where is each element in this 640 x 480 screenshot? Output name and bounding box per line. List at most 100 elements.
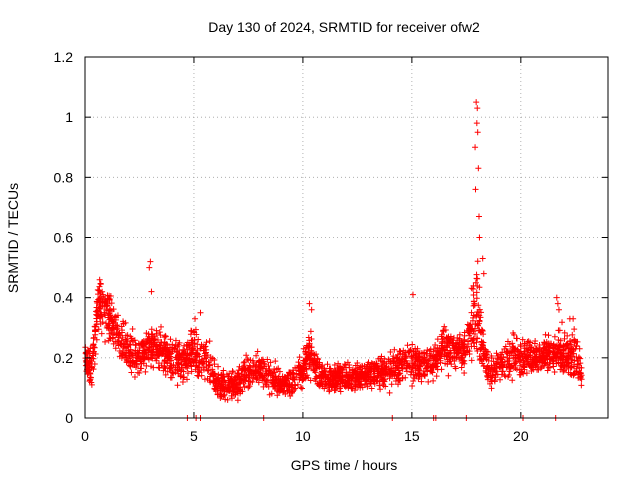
data-point [103, 303, 110, 310]
data-point [521, 350, 528, 357]
data-point [221, 391, 228, 398]
data-point [272, 358, 279, 365]
data-point [100, 293, 107, 300]
data-point [236, 387, 243, 394]
data-point [245, 384, 252, 391]
data-point-peak [308, 306, 315, 313]
data-point [468, 309, 475, 316]
data-point [560, 368, 567, 375]
data-point-peak [472, 186, 479, 193]
data-point [184, 339, 191, 346]
data-point [465, 338, 472, 345]
data-point [461, 369, 468, 376]
data-point [350, 366, 357, 373]
data-point [396, 377, 403, 384]
data-point [198, 341, 205, 348]
data-point [253, 352, 260, 359]
data-point [474, 258, 481, 265]
data-point [136, 347, 143, 354]
data-point [129, 358, 136, 365]
data-point [571, 337, 578, 344]
data-point [306, 340, 313, 347]
data-point [97, 289, 104, 296]
data-point [296, 371, 303, 378]
data-point [379, 363, 386, 370]
data-point [477, 314, 484, 321]
data-point [234, 397, 241, 404]
data-point [373, 377, 380, 384]
data-point [416, 353, 423, 360]
data-point [303, 350, 310, 357]
data-point [365, 365, 372, 372]
data-point [402, 374, 409, 381]
data-point [449, 355, 456, 362]
data-point [505, 361, 512, 368]
data-point [175, 360, 182, 367]
data-point [131, 374, 138, 381]
data-point [434, 360, 441, 367]
y-tick-label: 0.8 [54, 169, 74, 185]
data-point [494, 353, 501, 359]
data-point [98, 330, 105, 337]
data-point [246, 383, 253, 390]
data-point [142, 368, 149, 375]
data-point [430, 377, 437, 384]
data-point-peak [473, 120, 480, 127]
data-point [460, 345, 467, 352]
data-point [334, 372, 341, 379]
data-point [123, 356, 130, 363]
data-point [388, 381, 395, 388]
data-point [88, 355, 95, 362]
y-tick-label: 1.2 [54, 49, 74, 65]
data-point [168, 357, 175, 364]
data-point [138, 341, 145, 348]
data-point [508, 349, 515, 356]
data-point [441, 344, 448, 351]
data-point [114, 325, 121, 332]
data-point [161, 339, 168, 346]
data-point [263, 365, 270, 372]
data-point [292, 382, 299, 389]
data-point [409, 382, 416, 389]
data-point [241, 383, 248, 390]
data-point [230, 389, 237, 396]
data-point [434, 356, 441, 363]
data-point [527, 339, 534, 346]
data-point [386, 389, 393, 396]
data-point [215, 363, 222, 370]
data-point [524, 338, 531, 345]
data-point [202, 355, 209, 362]
data-point [214, 391, 221, 398]
data-point [341, 380, 348, 387]
data-point [211, 370, 218, 377]
data-point [194, 372, 201, 379]
data-point [409, 341, 416, 348]
data-point [305, 374, 312, 381]
data-point [354, 360, 361, 367]
data-point [570, 370, 577, 377]
data-point [305, 343, 312, 350]
data-point [467, 323, 474, 330]
data-point [172, 337, 179, 344]
data-point [461, 343, 468, 350]
data-point [139, 342, 146, 349]
data-point [459, 357, 466, 364]
data-point [393, 355, 400, 362]
data-point [517, 343, 524, 350]
data-point [399, 362, 406, 369]
data-point [106, 330, 113, 337]
data-point [349, 375, 356, 382]
data-point [108, 300, 115, 307]
data-point [488, 352, 495, 359]
data-point [219, 371, 226, 378]
data-point [313, 351, 320, 358]
data-point [286, 381, 293, 388]
data-point [512, 359, 519, 366]
data-point [119, 348, 126, 355]
data-point [462, 351, 469, 358]
data-point [107, 316, 114, 323]
data-point [557, 337, 564, 344]
data-point [220, 385, 227, 392]
data-point [511, 360, 518, 367]
data-point [297, 384, 304, 391]
